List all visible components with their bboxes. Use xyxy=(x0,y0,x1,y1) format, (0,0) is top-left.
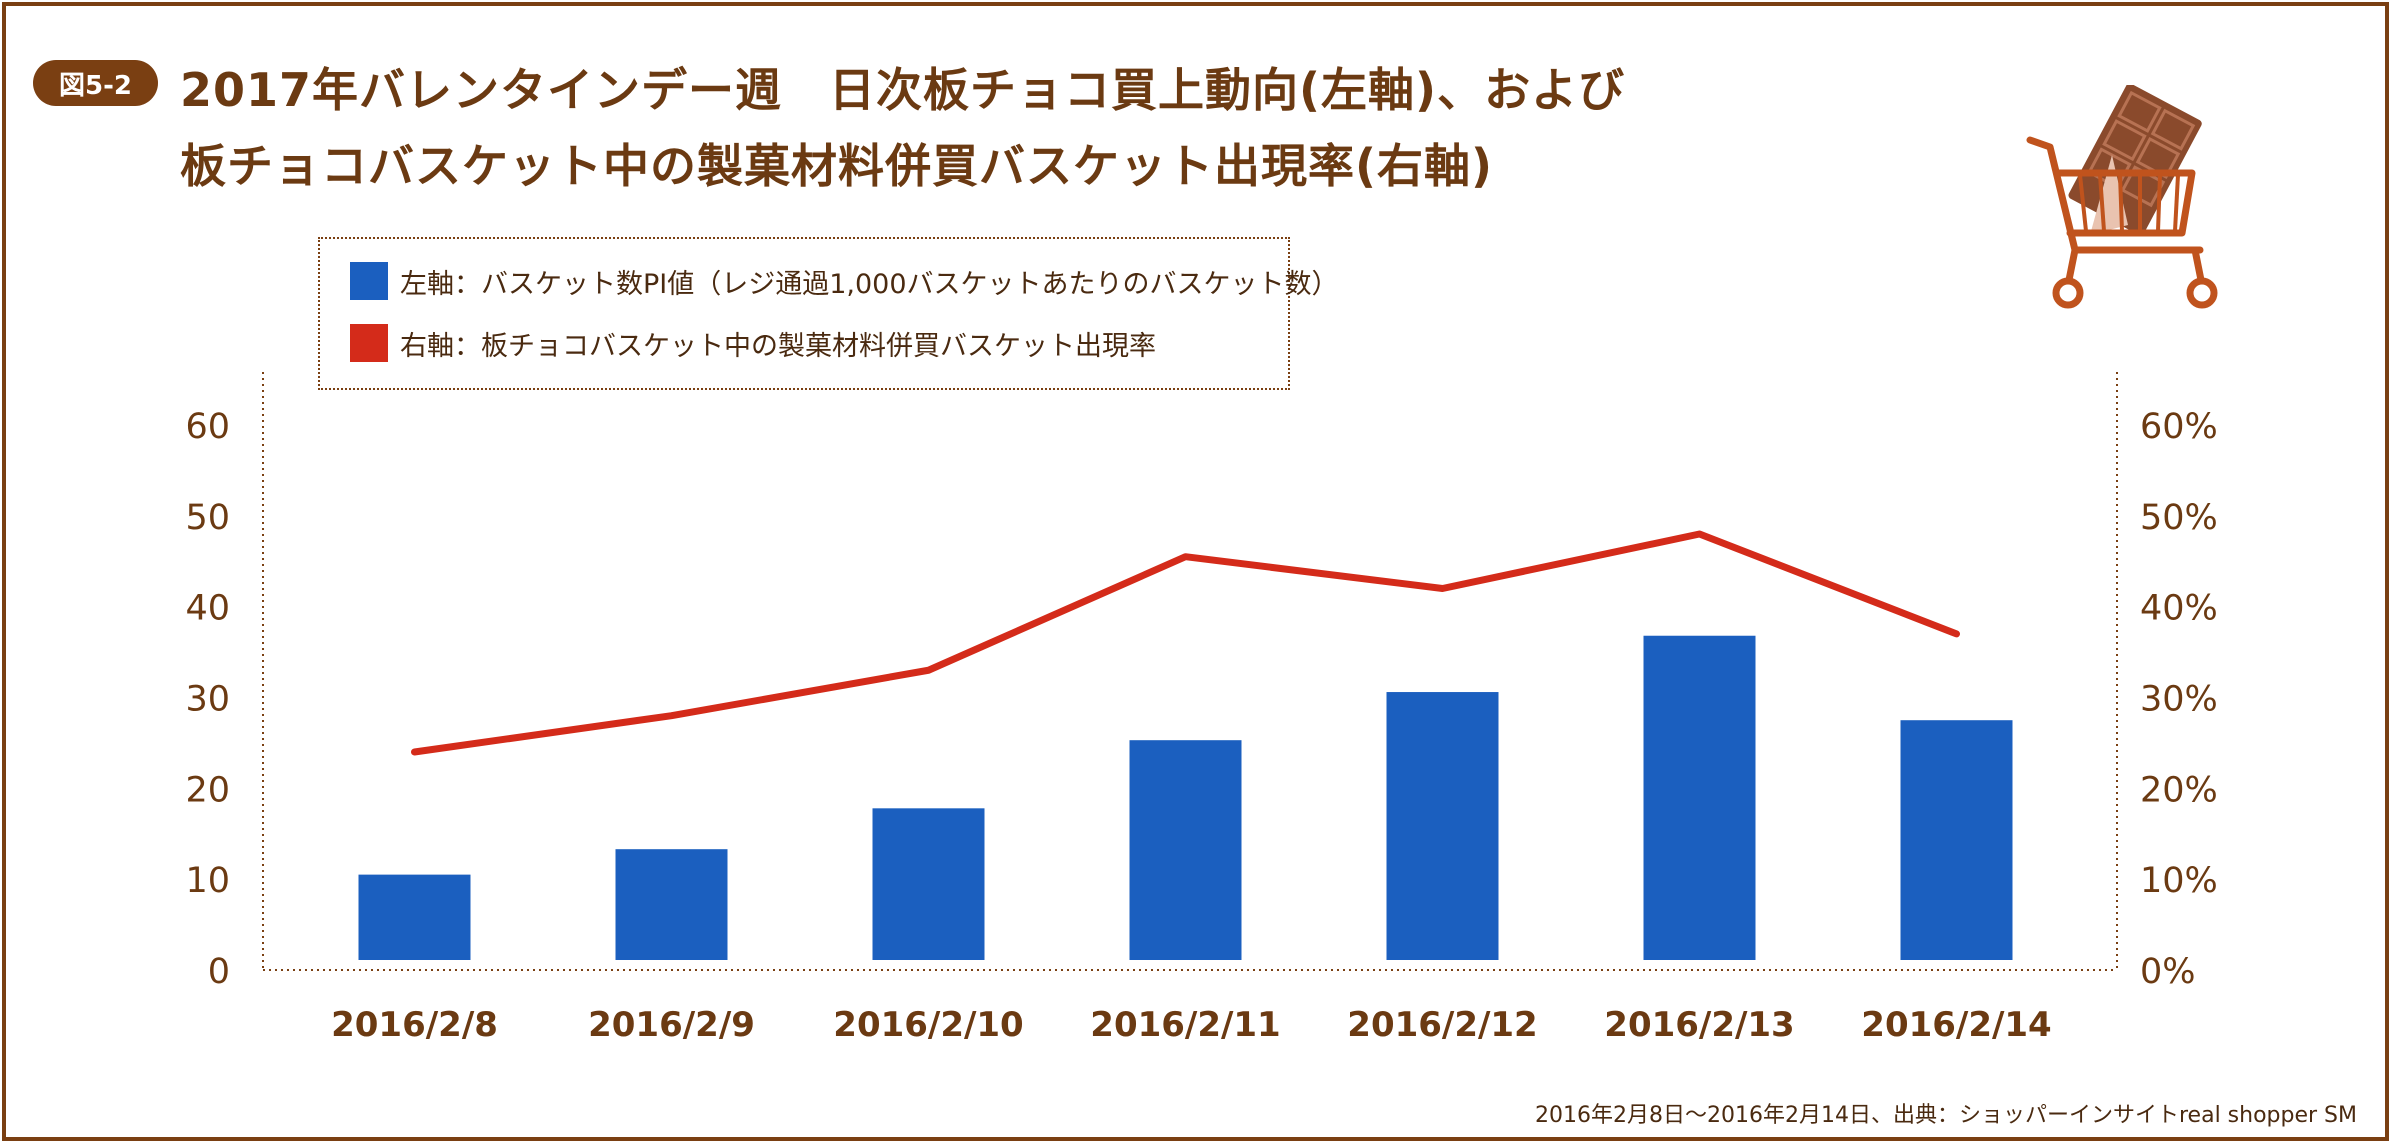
x-tick-label: 2016/2/14 xyxy=(1861,1005,2051,1045)
y-tick-left: 0 xyxy=(208,952,230,992)
legend-label-bar: 左軸：バスケット数PI値（レジ通過1,000バスケットあたりのバスケット数） xyxy=(400,268,1339,300)
y-tick-right: 60% xyxy=(2140,407,2218,447)
legend-label-line: 右軸：板チョコバスケット中の製菓材料併買バスケット出現率 xyxy=(400,330,1156,362)
x-tick-label: 2016/2/13 xyxy=(1604,1005,1794,1045)
y-tick-left: 20 xyxy=(185,770,230,810)
x-tick-label: 2016/2/8 xyxy=(331,1005,498,1045)
bar xyxy=(1900,720,2013,960)
x-tick-label: 2016/2/12 xyxy=(1347,1005,1537,1045)
figure-label-badge: 図5-2 xyxy=(33,60,158,106)
bar xyxy=(1129,740,1242,960)
bar xyxy=(358,874,471,960)
y-tick-right: 40% xyxy=(2140,589,2218,629)
bar xyxy=(1386,692,1499,960)
bar xyxy=(1643,635,1756,960)
chart-title-line-1: 2017年バレンタインデー週 日次板チョコ買上動向(左軸)、および xyxy=(180,63,1626,117)
x-tick-label: 2016/2/9 xyxy=(588,1005,755,1045)
y-tick-right: 0% xyxy=(2140,952,2196,992)
source-note: 2016年2月8日〜2016年2月14日、出典：ショッパーインサイトreal s… xyxy=(1535,1103,2357,1128)
legend-item-bar: 左軸：バスケット数PI値（レジ通過1,000バスケットあたりのバスケット数） xyxy=(350,261,1339,301)
y-tick-left: 10 xyxy=(185,861,230,901)
legend-item-line: 右軸：板チョコバスケット中の製菓材料併買バスケット出現率 xyxy=(350,323,1156,363)
bar xyxy=(615,849,728,960)
chart-legend: 左軸：バスケット数PI値（レジ通過1,000バスケットあたりのバスケット数） 右… xyxy=(318,237,1339,390)
chart-title-line-2: 板チョコバスケット中の製菓材料併買バスケット出現率(右軸) xyxy=(180,139,1494,193)
y-tick-right: 30% xyxy=(2140,680,2218,720)
bar xyxy=(872,808,985,960)
y-tick-right: 10% xyxy=(2140,861,2218,901)
y-tick-left: 60 xyxy=(185,407,230,447)
y-tick-left: 40 xyxy=(185,589,230,629)
y-tick-right: 20% xyxy=(2140,770,2218,810)
y-tick-right: 50% xyxy=(2140,498,2218,538)
y-tick-left: 30 xyxy=(185,680,230,720)
legend-swatch-bar xyxy=(350,262,388,300)
legend-swatch-line xyxy=(350,324,388,362)
line-series xyxy=(411,530,1960,756)
x-tick-label: 2016/2/10 xyxy=(833,1005,1023,1045)
x-tick-label: 2016/2/11 xyxy=(1090,1005,1280,1045)
y-tick-left: 50 xyxy=(185,498,230,538)
shopping-cart-with-chocolate-icon xyxy=(2026,85,2218,309)
